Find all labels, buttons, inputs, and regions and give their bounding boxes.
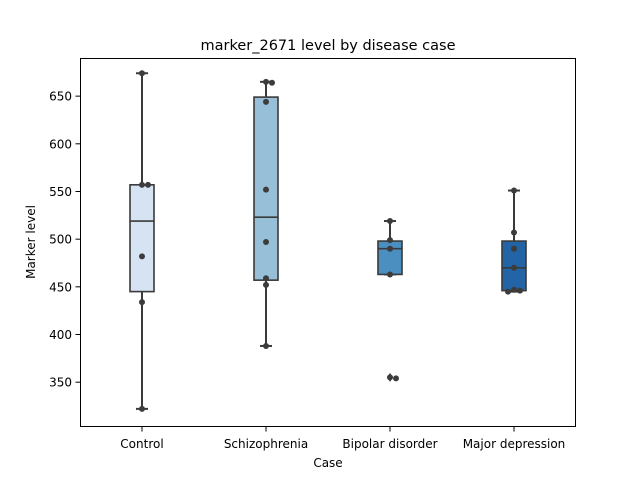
y-tick-label: 550: [49, 185, 72, 199]
y-tick-label: 400: [49, 328, 72, 342]
data-point: [511, 229, 517, 236]
data-point: [263, 342, 269, 349]
chart-title: marker_2671 level by disease case: [201, 38, 456, 54]
x-tick-label: Control: [120, 437, 163, 451]
data-point: [393, 375, 399, 382]
data-point: [387, 245, 393, 252]
data-point: [387, 374, 393, 381]
data-point: [263, 98, 269, 105]
data-point: [511, 264, 517, 271]
data-point: [387, 271, 393, 278]
x-tick-label: Schizophrenia: [224, 437, 308, 451]
x-axis: Control Schizophrenia Bipolar disorder Majo…: [120, 427, 565, 451]
y-tick-label: 350: [49, 376, 72, 390]
box-group: [501, 189, 527, 293]
data-point: [511, 245, 517, 252]
data-point: [263, 78, 269, 85]
box-group: [253, 80, 279, 347]
data-point: [263, 281, 269, 288]
data-point: [139, 181, 145, 188]
y-tick-label: 650: [49, 90, 72, 104]
data-point: [517, 287, 523, 294]
plot-frame: [80, 58, 576, 427]
box: [253, 96, 279, 281]
y-tick-label: 450: [49, 280, 72, 294]
data-point: [269, 79, 275, 86]
box: [129, 184, 155, 293]
data-point: [145, 181, 151, 188]
data-point: [387, 218, 393, 225]
data-point: [263, 186, 269, 193]
data-point: [139, 70, 145, 77]
y-axis-label: Marker level: [24, 205, 38, 279]
y-tick-label: 500: [49, 233, 72, 247]
y-tick-label: 600: [49, 137, 72, 151]
x-axis-label: Case: [313, 456, 342, 470]
data-point: [139, 253, 145, 260]
box-group: [377, 220, 403, 382]
data-point: [263, 239, 269, 246]
box-group: [129, 72, 155, 410]
data-point: [511, 286, 517, 293]
data-point: [505, 288, 511, 295]
data-point: [139, 299, 145, 306]
data-point: [387, 237, 393, 244]
plot-area: [129, 70, 527, 412]
y-axis: 350 400 450 500 550 600 650: [49, 90, 80, 390]
x-tick-label: Bipolar disorder: [342, 437, 437, 451]
data-point: [263, 275, 269, 282]
x-tick-label: Major depression: [463, 437, 566, 451]
data-point: [511, 187, 517, 194]
data-point: [139, 405, 145, 412]
